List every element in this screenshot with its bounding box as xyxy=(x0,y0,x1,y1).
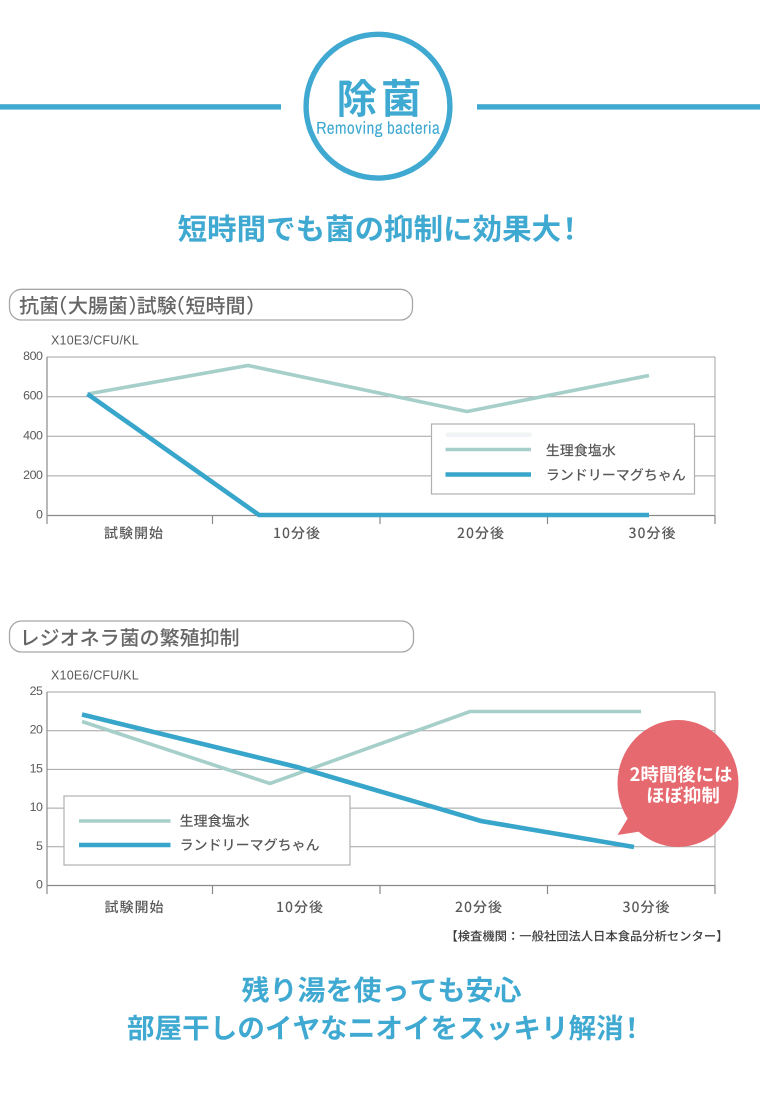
svg-text:20: 20 xyxy=(30,723,43,737)
svg-text:200: 200 xyxy=(23,468,43,482)
svg-text:0: 0 xyxy=(36,878,43,892)
svg-text:5: 5 xyxy=(36,839,43,853)
svg-text:800: 800 xyxy=(23,349,43,363)
svg-text:15: 15 xyxy=(30,761,43,775)
svg-text:25: 25 xyxy=(30,684,43,698)
svg-text:0: 0 xyxy=(36,508,43,522)
svg-text:X10E3/CFU/KL: X10E3/CFU/KL xyxy=(51,334,139,348)
svg-text:X10E6/CFU/KL: X10E6/CFU/KL xyxy=(51,669,139,683)
svg-text:400: 400 xyxy=(23,428,43,442)
svg-text:600: 600 xyxy=(23,389,43,403)
svg-text:10: 10 xyxy=(30,800,43,814)
